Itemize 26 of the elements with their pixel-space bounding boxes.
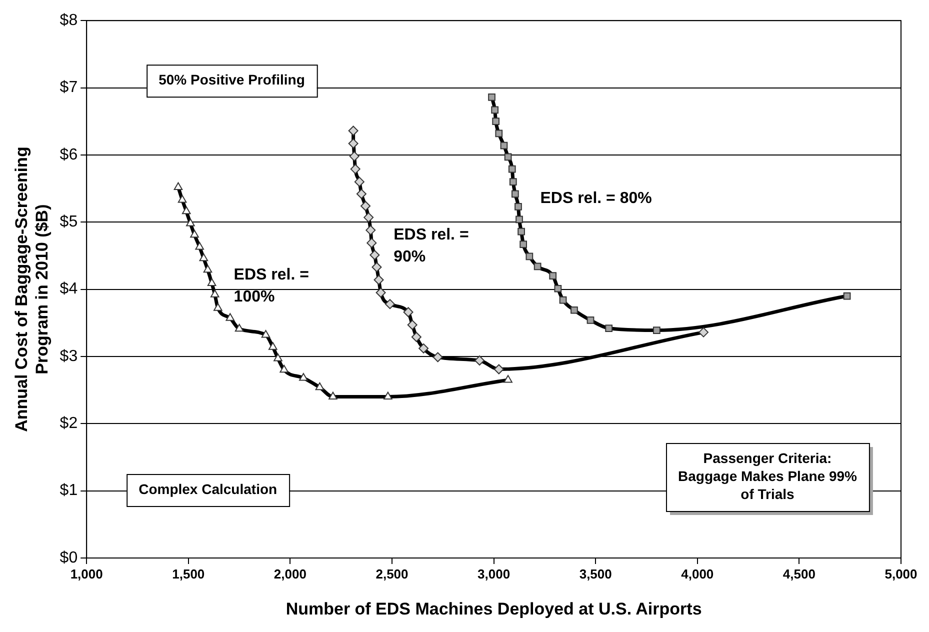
y-tick-label: $3: [60, 348, 78, 365]
y-axis-title: Annual Cost of Baggage-Screening Program in 2010 ($B): [12, 146, 52, 432]
annotation: 50% Positive Profiling: [158, 71, 305, 88]
x-axis-title: Number of EDS Machines Deployed at U.S. Airports: [286, 599, 702, 618]
series-label: EDS rel. = 80%: [540, 190, 652, 208]
x-tick-label: 3,000: [478, 566, 510, 582]
x-tick-label: 5,000: [884, 566, 918, 582]
y-tick-label: $1: [60, 482, 78, 500]
x-tick-label: 2,500: [376, 566, 408, 582]
x-tick-label: 4,500: [782, 566, 816, 582]
annotation: Complex Calculation: [138, 480, 278, 497]
x-tick-label: 1,500: [172, 566, 205, 582]
y-tick-label: $8: [60, 12, 78, 30]
x-tick-label: 2,000: [274, 566, 306, 582]
series-label: EDS rel. = 90%: [394, 226, 469, 266]
x-tick-label: 3,500: [579, 566, 612, 582]
x-tick-label: 1,000: [70, 566, 103, 582]
y-tick-label: $4: [60, 280, 78, 298]
annotation: Passenger Criteria: Baggage Makes Plane 99% of Trials: [678, 450, 858, 502]
y-tick-label: $0: [60, 549, 78, 566]
x-tick-label: 4,000: [681, 566, 714, 582]
y-tick-label: $2: [60, 415, 78, 432]
series-label: EDS rel. = 100%: [234, 266, 309, 306]
y-tick-label: $7: [60, 79, 78, 96]
y-tick-label: $6: [60, 146, 78, 164]
y-tick-label: $5: [60, 214, 78, 231]
